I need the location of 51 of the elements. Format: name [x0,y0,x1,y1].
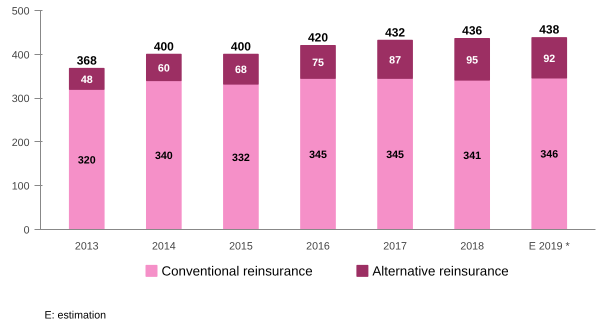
data-label: 340 [154,150,173,162]
data-label: 75 [312,56,324,69]
bar [300,78,336,230]
text: E: estimation [44,310,106,322]
x-tick-label: 2017 [383,240,408,252]
bar [454,80,490,230]
total-label: 438 [539,22,560,37]
data-label: 95 [466,54,478,66]
y-tick-label: 200 [12,136,30,149]
data-label: 332 [232,152,250,164]
x-tick-label: 2016 [306,240,330,252]
data-label: 68 [234,64,247,76]
legend-label: Alternative reinsurance [372,263,509,278]
bar [68,68,105,90]
data-label: 60 [158,62,170,74]
legend-label: Conventional reinsurance [161,263,313,278]
data-label: 320 [78,154,96,166]
y-tick-label: 300 [12,93,30,106]
data-label: 48 [80,74,93,86]
bar [146,54,182,82]
y-tick-label: 400 [12,49,30,62]
y-tick-label: 100 [12,180,30,193]
bar [68,88,105,230]
x-tick-label: 2014 [152,240,176,252]
data-label: 92 [543,52,556,65]
data-label: 341 [463,150,482,162]
data-label: 345 [386,148,404,161]
x-tick-label: 2013 [74,240,99,252]
bar [454,38,490,81]
bar [377,40,413,79]
total-label: 436 [462,24,483,38]
x-tick-label: 2018 [460,240,484,252]
bar [531,37,568,78]
bar [223,54,259,85]
total-label: 400 [154,39,174,54]
data-label: 346 [540,148,558,161]
total-label: 400 [230,39,252,54]
data-label: 345 [309,148,327,161]
total-label: 432 [385,25,406,40]
y-tick-label: 500 [12,6,30,18]
bar [223,84,259,230]
bar [146,80,182,230]
bar [531,77,568,230]
x-tick-label: 2015 [229,240,253,252]
y-tick-label: 0 [24,224,30,236]
total-label: 420 [308,30,328,45]
bar [300,45,336,79]
total-label: 368 [76,53,98,68]
data-label: 87 [389,54,402,66]
x-tick-label: E 2019 * [528,240,570,252]
bar [377,78,413,230]
